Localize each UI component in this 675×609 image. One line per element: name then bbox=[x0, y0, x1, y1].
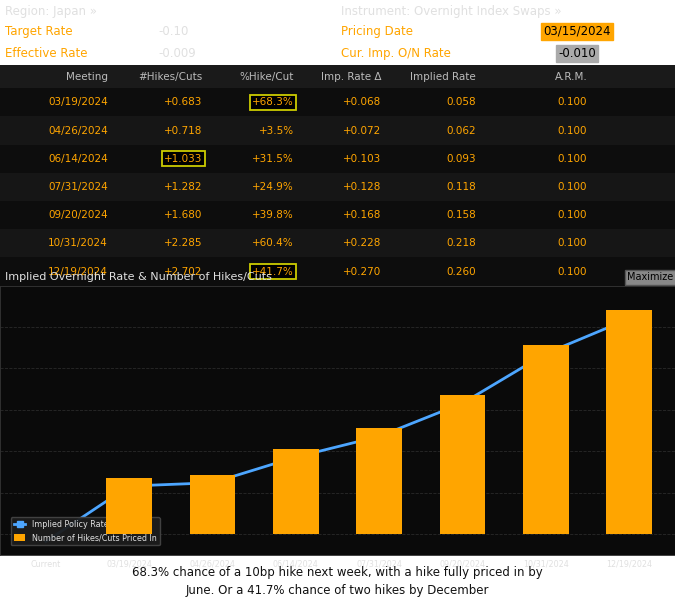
Text: 68.3% chance of a 10bp hike next week, with a hike fully priced in by
June. Or a: 68.3% chance of a 10bp hike next week, w… bbox=[132, 566, 543, 597]
Text: 0.100: 0.100 bbox=[558, 267, 587, 276]
Bar bbox=[0, 65, 675, 88]
Bar bbox=[356, 428, 402, 534]
Text: 0.100: 0.100 bbox=[558, 182, 587, 192]
Bar bbox=[0, 201, 675, 229]
Text: +2.702: +2.702 bbox=[164, 267, 202, 276]
Bar bbox=[439, 395, 485, 534]
Bar bbox=[523, 345, 569, 534]
Text: 06/14/2024: 06/14/2024 bbox=[48, 154, 108, 164]
Text: +1.282: +1.282 bbox=[164, 182, 202, 192]
Text: Target Rate: Target Rate bbox=[5, 25, 73, 38]
Text: +0.072: +0.072 bbox=[343, 125, 381, 136]
Bar bbox=[106, 477, 152, 534]
Text: +3.5%: +3.5% bbox=[259, 125, 294, 136]
Text: 0.062: 0.062 bbox=[446, 125, 476, 136]
Bar bbox=[606, 311, 652, 534]
Text: +0.168: +0.168 bbox=[343, 210, 381, 220]
Text: Implied Rate: Implied Rate bbox=[410, 72, 476, 82]
Text: Pricing Date: Pricing Date bbox=[341, 25, 413, 38]
Bar bbox=[0, 229, 675, 258]
Text: 0.260: 0.260 bbox=[446, 267, 476, 276]
Text: 09/20/2024: 09/20/2024 bbox=[49, 210, 108, 220]
Text: Instrument: Overnight Index Swaps »: Instrument: Overnight Index Swaps » bbox=[341, 5, 562, 18]
Text: +39.8%: +39.8% bbox=[252, 210, 294, 220]
Text: Cur. Imp. O/N Rate: Cur. Imp. O/N Rate bbox=[341, 47, 451, 60]
Text: Implied Overnight Rate & Number of Hikes/Cuts: Implied Overnight Rate & Number of Hikes… bbox=[5, 272, 272, 283]
Bar bbox=[0, 258, 675, 286]
Text: 0.118: 0.118 bbox=[446, 182, 476, 192]
Text: +0.228: +0.228 bbox=[343, 238, 381, 248]
Text: +24.9%: +24.9% bbox=[252, 182, 294, 192]
Bar bbox=[0, 145, 675, 173]
Text: +60.4%: +60.4% bbox=[252, 238, 294, 248]
Text: +1.033: +1.033 bbox=[164, 154, 202, 164]
Text: 12/19/2024: 12/19/2024 bbox=[48, 267, 108, 276]
Bar bbox=[273, 449, 319, 534]
Text: 0.100: 0.100 bbox=[558, 125, 587, 136]
Text: 04/26/2024: 04/26/2024 bbox=[48, 125, 108, 136]
Text: 0.100: 0.100 bbox=[558, 97, 587, 107]
Text: A.R.M.: A.R.M. bbox=[554, 72, 587, 82]
Text: %Hike/Cut: %Hike/Cut bbox=[239, 72, 294, 82]
Bar bbox=[0, 88, 675, 116]
Text: 03/15/2024: 03/15/2024 bbox=[543, 25, 611, 38]
Text: +0.103: +0.103 bbox=[343, 154, 381, 164]
Text: +0.718: +0.718 bbox=[164, 125, 202, 136]
Text: 0.058: 0.058 bbox=[446, 97, 476, 107]
Text: 03/19/2024: 03/19/2024 bbox=[48, 97, 108, 107]
Text: -0.10: -0.10 bbox=[159, 25, 189, 38]
Text: 0.093: 0.093 bbox=[446, 154, 476, 164]
Text: 0.100: 0.100 bbox=[558, 238, 587, 248]
Text: -0.010: -0.010 bbox=[558, 47, 596, 60]
Text: Meeting: Meeting bbox=[66, 72, 108, 82]
Text: 0.218: 0.218 bbox=[446, 238, 476, 248]
Text: 10/31/2024: 10/31/2024 bbox=[48, 238, 108, 248]
Text: +0.683: +0.683 bbox=[164, 97, 202, 107]
Text: +31.5%: +31.5% bbox=[252, 154, 294, 164]
Text: Maximize: Maximize bbox=[627, 272, 674, 283]
Text: +0.270: +0.270 bbox=[343, 267, 381, 276]
Bar bbox=[0, 173, 675, 201]
Text: +0.128: +0.128 bbox=[343, 182, 381, 192]
Text: 0.100: 0.100 bbox=[558, 210, 587, 220]
Text: +68.3%: +68.3% bbox=[252, 97, 294, 107]
Text: +2.285: +2.285 bbox=[164, 238, 202, 248]
Text: Region: Japan »: Region: Japan » bbox=[5, 5, 97, 18]
Bar bbox=[0, 116, 675, 145]
Text: 07/31/2024: 07/31/2024 bbox=[48, 182, 108, 192]
Text: -0.009: -0.009 bbox=[159, 47, 196, 60]
Text: +41.7%: +41.7% bbox=[252, 267, 294, 276]
Text: Effective Rate: Effective Rate bbox=[5, 47, 88, 60]
Text: Imp. Rate Δ: Imp. Rate Δ bbox=[321, 72, 381, 82]
Text: +0.068: +0.068 bbox=[343, 97, 381, 107]
Bar bbox=[190, 474, 236, 534]
Text: 0.100: 0.100 bbox=[558, 154, 587, 164]
Legend: Implied Policy Rate (%), Number of Hikes/Cuts Priced In: Implied Policy Rate (%), Number of Hikes… bbox=[11, 517, 160, 546]
Text: #Hikes/Cuts: #Hikes/Cuts bbox=[138, 72, 202, 82]
Text: 0.158: 0.158 bbox=[446, 210, 476, 220]
Text: +1.680: +1.680 bbox=[164, 210, 202, 220]
